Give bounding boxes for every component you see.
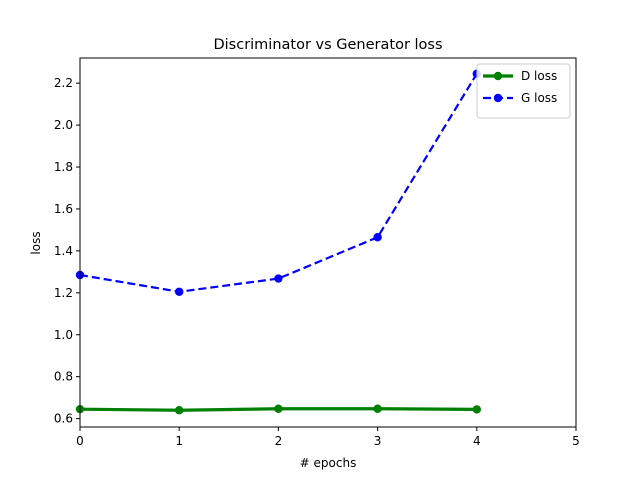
y-tick-label: 1.6 (54, 202, 73, 216)
y-tick-label: 1.2 (54, 286, 73, 300)
ticks-layer: 0 1 2 3 4 5 0.6 0.8 1.0 1.2 1.4 1.6 1.8 2.0 2.2 (54, 76, 580, 448)
x-tick-label: 1 (175, 434, 183, 448)
plot-frame (79, 57, 577, 428)
legend-marker (493, 71, 503, 81)
data-point (373, 233, 382, 242)
x-tick-label: 5 (572, 434, 580, 448)
y-axis-label: loss (29, 231, 43, 254)
legend: D loss G loss (476, 63, 571, 119)
y-tick-label: 1.8 (54, 160, 73, 174)
y-tick-label: 0.8 (54, 370, 73, 384)
data-point (373, 404, 382, 413)
series-line-g-loss (79, 73, 478, 293)
y-tick-label: 0.6 (54, 412, 73, 426)
data-point (274, 274, 283, 283)
data-point (274, 404, 283, 413)
y-tick-label: 2.0 (54, 118, 73, 132)
data-point (472, 405, 481, 414)
data-point (175, 406, 184, 415)
y-tick-label: 1.4 (54, 244, 73, 258)
x-tick-label: 4 (473, 434, 481, 448)
x-tick-label: 2 (275, 434, 283, 448)
x-tick-label: 3 (374, 434, 382, 448)
legend-entry: G loss (521, 91, 557, 105)
chart-title: Discriminator vs Generator loss (213, 37, 442, 53)
x-axis-label: # epochs (300, 456, 357, 470)
legend-marker (493, 93, 503, 103)
legend-entry: D loss (521, 69, 557, 83)
y-tick-label: 1.0 (54, 328, 73, 342)
x-tick-label: 0 (76, 434, 84, 448)
data-point (175, 287, 184, 296)
y-tick-label: 2.2 (54, 76, 73, 90)
